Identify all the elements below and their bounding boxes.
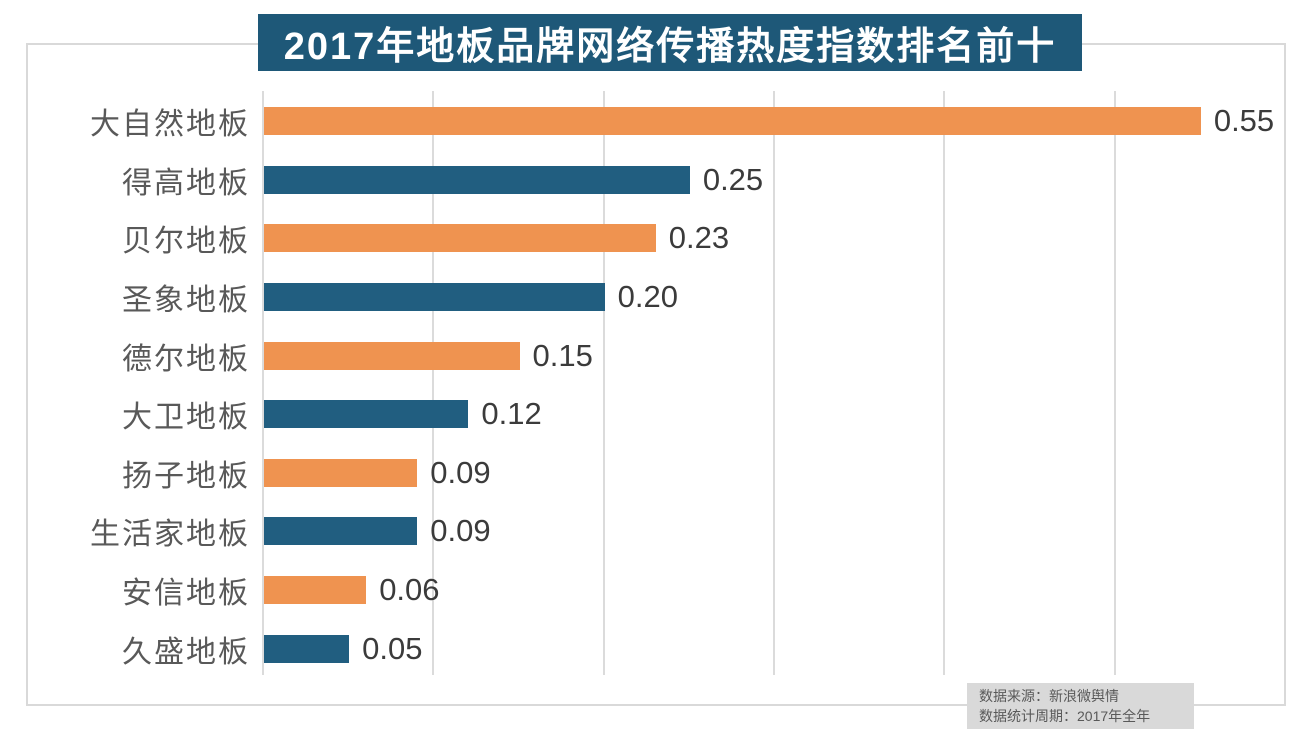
value-label: 0.09 — [430, 454, 491, 490]
bar-row: 久盛地板 0.05 — [28, 619, 1284, 678]
category-label: 久盛地板 — [122, 635, 250, 669]
source-note: 数据来源：新浪微舆情 数据统计周期：2017年全年 — [967, 683, 1194, 729]
bar-row: 安信地板 0.06 — [28, 561, 1284, 620]
gridline — [773, 91, 775, 675]
category-label: 大卫地板 — [122, 401, 250, 435]
bar — [264, 341, 520, 370]
category-label: 生活家地板 — [90, 518, 250, 552]
category-label: 安信地板 — [122, 577, 250, 611]
category-label: 圣象地板 — [122, 284, 250, 318]
category-label: 贝尔地板 — [122, 225, 250, 259]
bar-row: 大卫地板 0.12 — [28, 385, 1284, 444]
bar-rows: 大自然地板 0.55 得高地板 0.25 贝尔地板 0.23 圣象地板 0.20 德尔地板 0.1… — [28, 92, 1284, 678]
bar — [264, 224, 656, 253]
value-label: 0.23 — [668, 220, 730, 256]
bar-row: 生活家地板 0.09 — [28, 502, 1284, 561]
category-label: 德尔地板 — [122, 342, 250, 376]
bar — [264, 458, 418, 487]
value-label: 0.25 — [702, 161, 764, 197]
bar — [264, 517, 418, 546]
bar — [264, 283, 605, 312]
value-label: 0.15 — [532, 337, 593, 373]
bar — [264, 165, 690, 194]
value-label: 0.05 — [362, 630, 423, 666]
bar — [264, 107, 1201, 136]
gridline — [943, 91, 946, 675]
source-line-1: 数据来源：新浪微舆情 — [979, 688, 1119, 704]
bar — [264, 634, 350, 663]
value-label: 0.55 — [1213, 103, 1275, 139]
value-label: 0.09 — [430, 513, 491, 549]
bar-row: 大自然地板 0.55 — [28, 92, 1284, 151]
gridlines — [28, 91, 1284, 675]
chart-title: 2017年地板品牌网络传播热度指数排名前十 — [258, 14, 1082, 71]
value-label: 0.20 — [617, 279, 678, 315]
gridline — [602, 91, 605, 675]
bar-row: 得高地板 0.25 — [28, 151, 1284, 210]
category-label: 扬子地板 — [122, 459, 250, 493]
bar-row: 扬子地板 0.09 — [28, 444, 1284, 503]
bar — [264, 400, 469, 429]
category-label: 大自然地板 — [90, 108, 250, 142]
bar-row: 德尔地板 0.15 — [28, 326, 1284, 385]
category-label: 得高地板 — [122, 166, 250, 200]
bar — [264, 576, 367, 605]
bar-row: 贝尔地板 0.23 — [28, 209, 1284, 268]
value-label: 0.12 — [481, 396, 542, 432]
gridline — [262, 91, 264, 675]
source-line-2: 数据统计周期：2017年全年 — [979, 708, 1151, 724]
gridline — [1113, 91, 1116, 675]
gridline — [432, 91, 435, 675]
bar-row: 圣象地板 0.20 — [28, 268, 1284, 327]
plot-area: 大自然地板 0.55 得高地板 0.25 贝尔地板 0.23 圣象地板 0.20 德尔地板 0.1… — [26, 43, 1286, 706]
value-label: 0.06 — [379, 572, 440, 608]
